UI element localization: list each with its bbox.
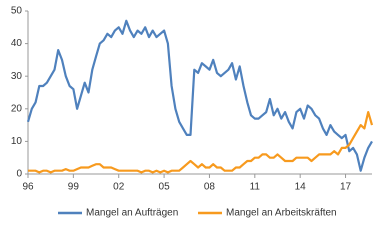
chart: 0 10 20 30 40 50 96 99 02 05 08 11 14 17 Mangel an Auf… [11, 6, 374, 219]
legend-label: Mangel an Arbeitskräften [226, 208, 337, 219]
x-tick-label: 99 [68, 182, 80, 193]
x-tick-label: 17 [340, 182, 352, 193]
x-tick-label: 05 [159, 182, 171, 193]
line-series [28, 111, 374, 174]
legend-label: Mangel an Aufträgen [86, 208, 178, 219]
x-tick-label: 02 [113, 182, 125, 193]
x-tick-label: 14 [295, 182, 307, 193]
x-tick-label: 96 [22, 182, 34, 193]
x-tick-label: 11 [250, 182, 261, 193]
y-tick-label: 30 [11, 71, 23, 82]
y-tick-label: 20 [11, 103, 23, 114]
line-series [26, 19, 373, 172]
y-tick-label: 50 [11, 6, 23, 17]
y-tick-label: 40 [11, 38, 23, 49]
x-tick-label: 08 [204, 182, 216, 193]
y-tick-label: 0 [16, 169, 22, 180]
y-tick-label: 10 [11, 136, 23, 147]
